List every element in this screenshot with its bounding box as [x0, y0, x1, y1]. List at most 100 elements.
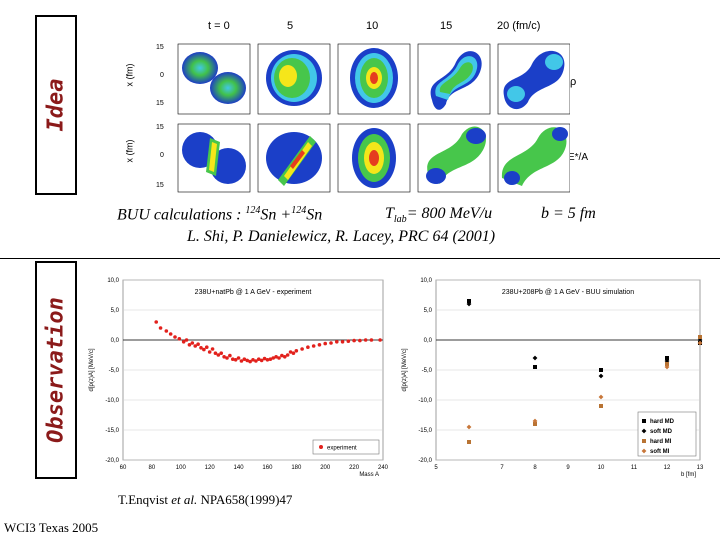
experiment-point: [168, 332, 173, 336]
idea-label-box: Idea: [35, 15, 77, 195]
experiment-point: [158, 326, 163, 330]
citation-etal: et al.: [171, 492, 198, 507]
buu-caption: BUU calculations : 124Sn +124Sn: [117, 205, 322, 224]
buu-point-soft-MD: [532, 355, 538, 361]
experiment-point: [346, 339, 351, 343]
tick-15c: 15: [156, 124, 164, 131]
legend-box: [637, 411, 697, 457]
y-tick-label: 10,0: [420, 278, 432, 284]
buu-point-hard-MI: [533, 422, 537, 426]
y-tick-label: -20,0: [418, 458, 432, 464]
caption-sn2: Sn: [306, 206, 323, 224]
caption-tlab: Tlab= 800 MeV/u: [385, 205, 492, 225]
experiment-point: [230, 357, 235, 361]
x-tick-label-extra: 10: [598, 465, 605, 471]
experiment-point: [173, 335, 177, 339]
experiment-point: [265, 358, 270, 362]
buu-point-soft-MI: [697, 340, 703, 346]
panel-r1-2: [337, 43, 411, 115]
experiment-point: [204, 345, 209, 349]
experiment-point: [233, 358, 238, 362]
x-tick-label: 140: [234, 465, 245, 471]
sim-header-0: t = 0: [208, 20, 230, 32]
buu-simulation-chart: 10,0 5,0 0,0 -5,0 -10,0 -15,0 -20,05 7 9 11 13 238U…: [402, 278, 704, 478]
caption-impact: b = 5 fm: [541, 205, 596, 222]
buu-point-hard-MI: [698, 335, 702, 339]
buu-point-hard-MD: [599, 368, 603, 372]
experiment-point: [329, 341, 333, 345]
row-label-rho: ρ: [570, 76, 577, 88]
x-tick-label: 240: [378, 465, 389, 471]
legend-marker: [642, 439, 646, 443]
experiment-point: [196, 342, 200, 346]
experiment-point: [222, 355, 226, 359]
experiment-point: [306, 345, 310, 349]
x-tick-label: 13: [697, 465, 704, 471]
experiment-point: [352, 338, 356, 343]
x-tick-label-extra: 12: [664, 465, 671, 471]
experiment-point: [164, 329, 169, 333]
y-tick-label: 0,0: [111, 338, 120, 344]
legend-marker: [319, 445, 323, 449]
buu-point-soft-MD: [697, 337, 703, 343]
experiment-point: [202, 347, 206, 352]
legend-entry: soft MD: [650, 429, 673, 435]
buu-point-hard-MI: [467, 440, 471, 444]
experiment-point: [288, 350, 293, 354]
panel-r2-3: [417, 123, 491, 193]
x-axis-label: Mass A: [359, 472, 379, 478]
panel-r2-2: [337, 123, 411, 193]
y-tick-label: -5,0: [109, 368, 120, 374]
panel-r1-4: [497, 43, 570, 115]
caption-mass1: 124: [245, 205, 261, 216]
panel-r2-0: [177, 123, 251, 193]
chart-title: 238U+208Pb @ 1 A GeV - BUU simulation: [502, 289, 634, 296]
x-tick-label: 5: [434, 465, 438, 471]
legend-marker: [641, 448, 647, 454]
section-divider: [0, 258, 720, 259]
y-tick-label: -15,0: [418, 428, 432, 434]
experiment-point: [294, 349, 299, 353]
panel-r2-1: [257, 123, 331, 193]
buu-point-hard-MD: [665, 356, 669, 360]
experiment-point: [369, 338, 374, 342]
legend-marker: [641, 428, 647, 434]
experiment-point: [378, 338, 382, 342]
experiment-point: [236, 356, 241, 360]
experiment-point: [256, 357, 261, 361]
sim-header-1: 5: [287, 20, 294, 32]
y-tick-label: 5,0: [424, 308, 433, 314]
tick-0b: 0: [160, 152, 164, 159]
experiment-point: [291, 351, 296, 355]
citation: T.Enqvist et al. NPA658(1999)47: [118, 492, 292, 508]
experiment-point: [242, 357, 247, 361]
experiment-point: [268, 357, 273, 361]
legend-entry: hard MD: [650, 419, 675, 425]
experiment-point: [300, 347, 304, 351]
experiment-point: [177, 337, 182, 341]
experiment-point: [251, 358, 255, 362]
experiment-point: [239, 359, 244, 363]
legend-marker: [642, 419, 646, 423]
x-tick-label-extra: 8: [533, 465, 537, 471]
y-tick-label: 0,0: [424, 338, 433, 344]
tick-15d: 15: [156, 182, 164, 189]
experiment-point: [219, 351, 224, 355]
experiment-point: [187, 343, 192, 347]
panel-r1-0: [177, 43, 251, 115]
experiment-point: [280, 353, 284, 358]
experiment-point: [274, 355, 278, 359]
buu-point-hard-MI: [599, 404, 603, 408]
experiment-point: [216, 353, 221, 357]
buu-point-hard-MD: [533, 365, 537, 369]
experiment-point: [184, 338, 189, 342]
legend-entry: hard MI: [650, 439, 672, 445]
x-tick-label: 180: [291, 465, 302, 471]
experiment-point: [358, 338, 362, 343]
caption-tlab-t: T: [385, 205, 394, 222]
experiment-point: [210, 347, 215, 351]
buu-point-soft-MD: [598, 373, 604, 379]
buu-point-hard-MI: [665, 362, 669, 366]
observation-label-box: Observation: [35, 261, 77, 479]
caption-tlab-sub: lab: [393, 214, 407, 226]
